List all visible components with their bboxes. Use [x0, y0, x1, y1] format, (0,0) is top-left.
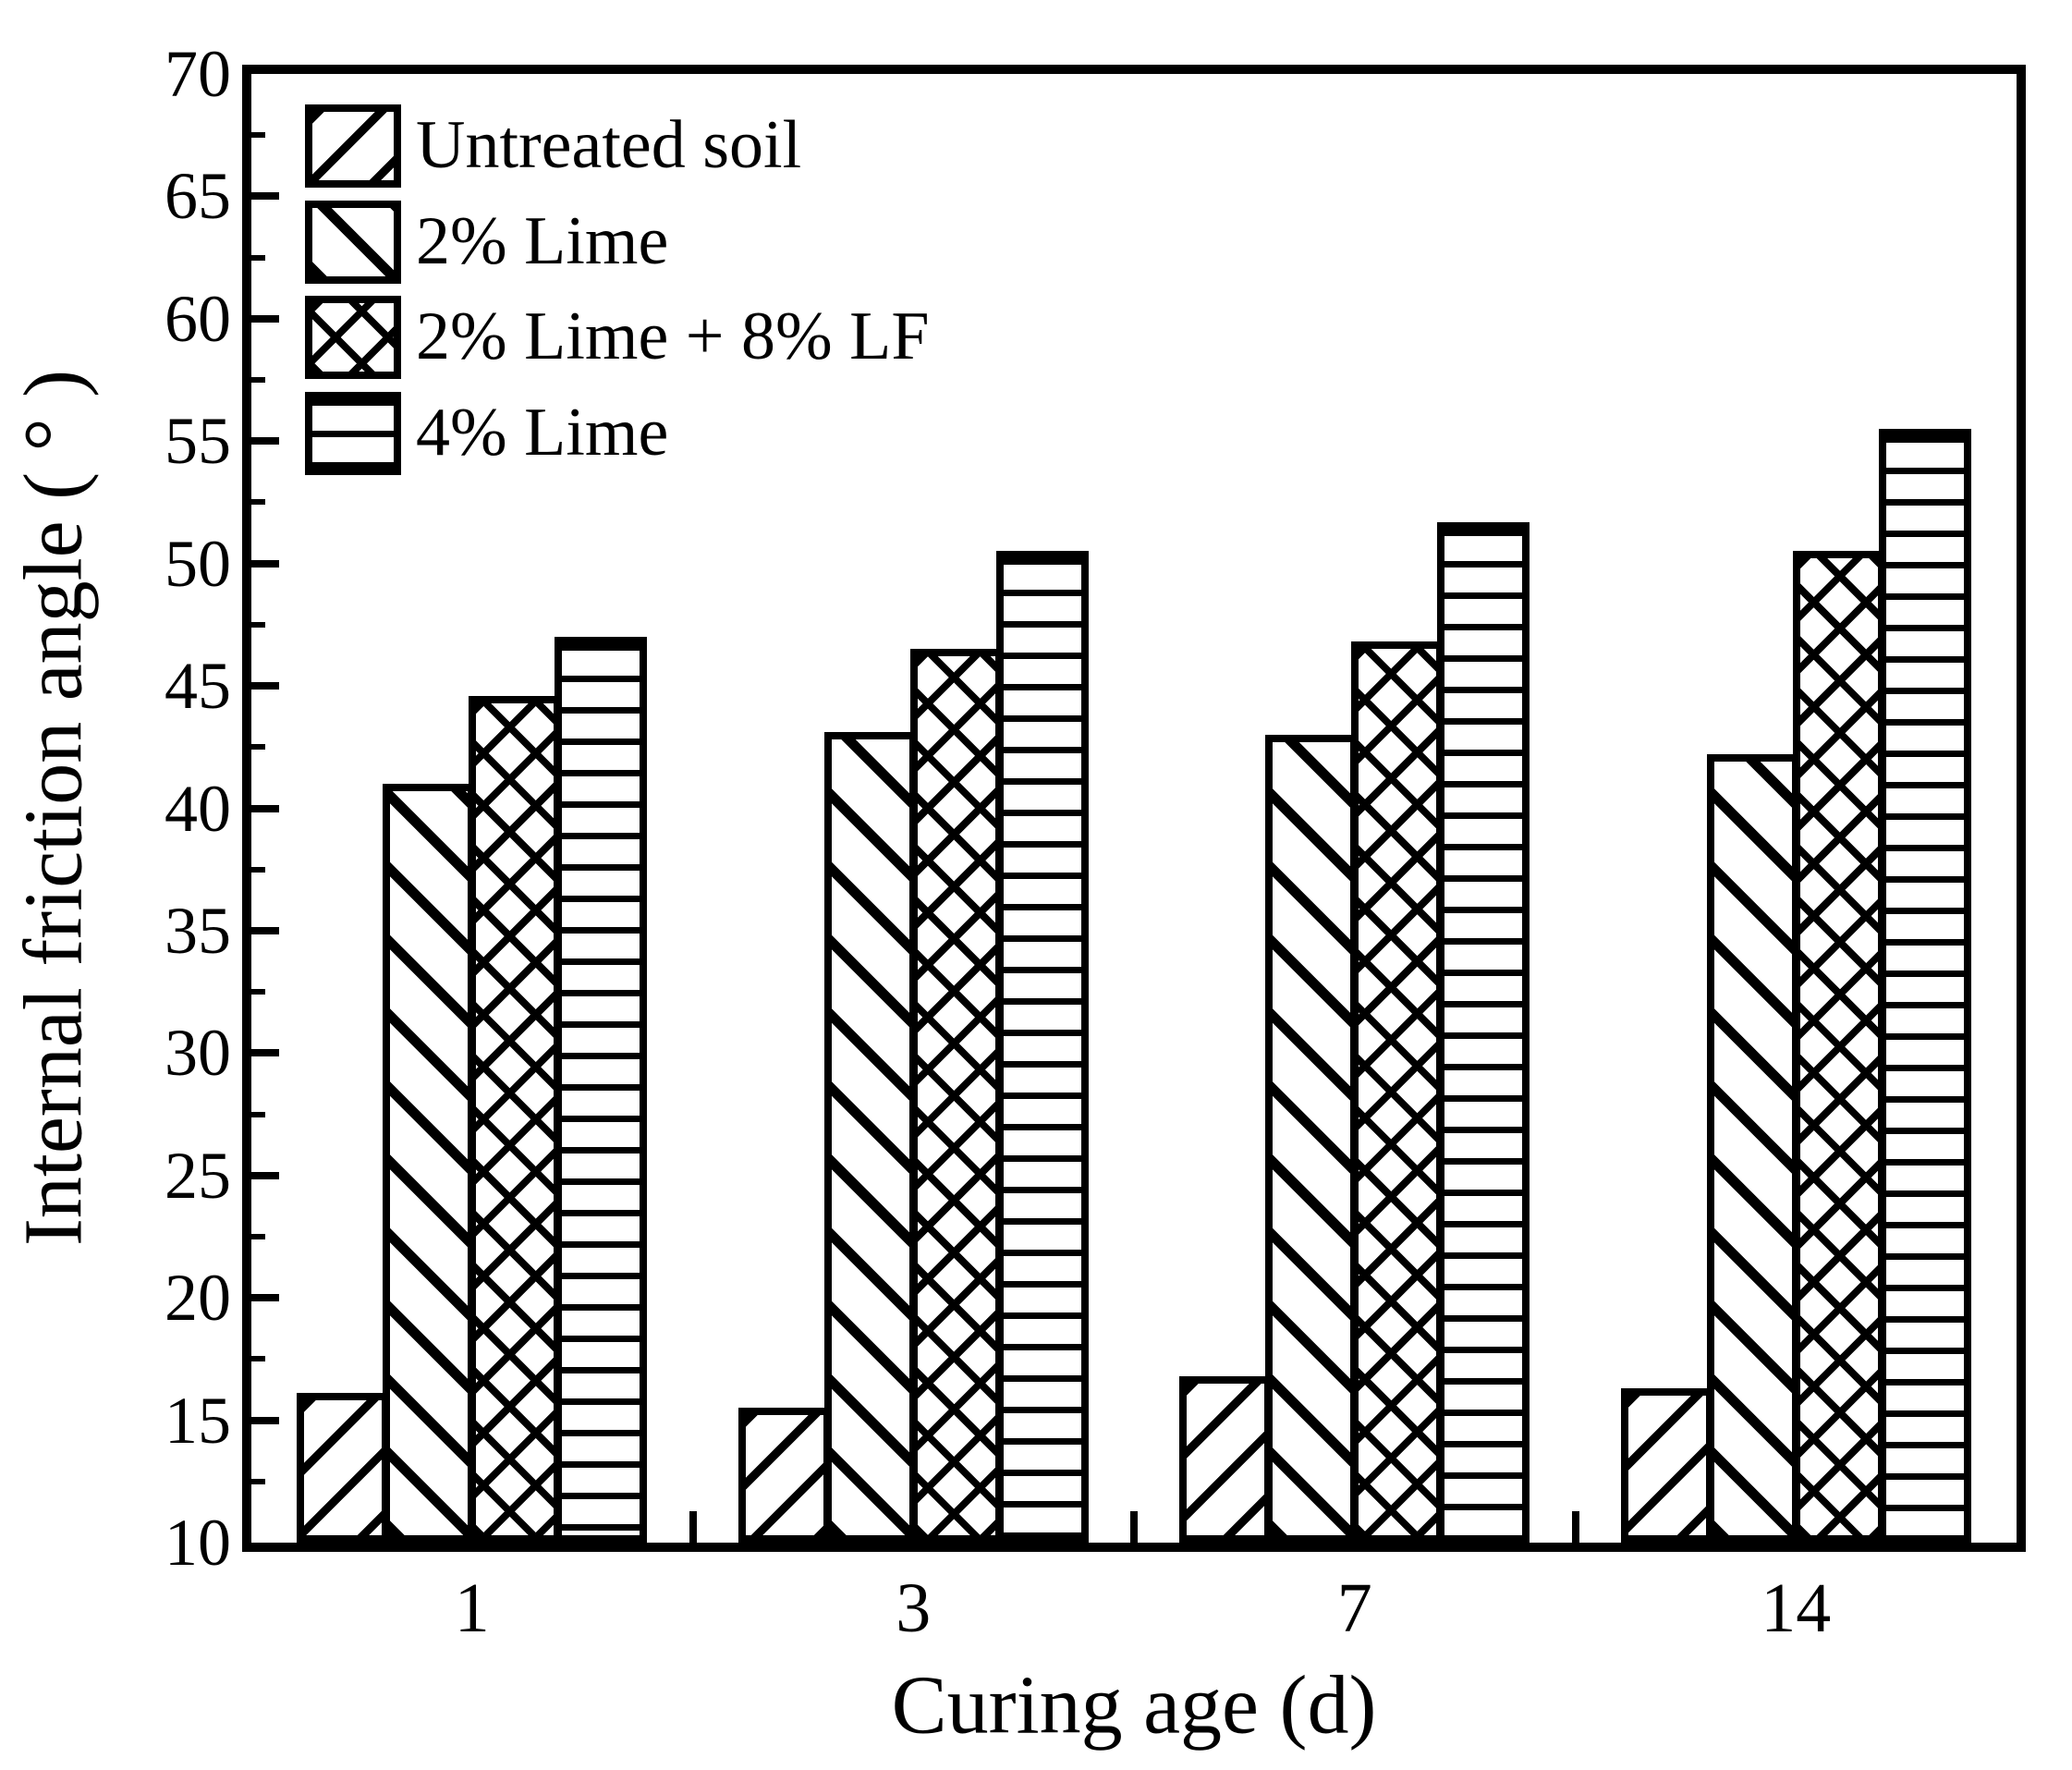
y-minor-tick [251, 1233, 265, 1239]
y-tick-label: 50 [165, 526, 231, 601]
y-tick-label: 35 [165, 893, 231, 968]
y-tick-label: 25 [165, 1138, 231, 1213]
legend-label: 2% Lime [416, 202, 669, 279]
y-major-tick [251, 1294, 279, 1302]
y-major-tick [251, 1049, 279, 1057]
x-tick-label: 3 [896, 1569, 932, 1647]
x-tick-label: 1 [454, 1569, 490, 1647]
legend-swatch-crosshatch [305, 296, 401, 379]
y-major-tick [251, 314, 279, 323]
y-minor-tick [251, 377, 265, 384]
bar [1706, 754, 1799, 1543]
plot-area: Untreated soil 2% Lime 2% Lime + 8% LF 4% L… [242, 65, 2026, 1552]
y-tick-label: 45 [165, 649, 231, 724]
x-boundary-tick [1130, 1511, 1138, 1543]
y-tick-label: 40 [165, 771, 231, 846]
bar [995, 551, 1089, 1543]
bar [469, 696, 562, 1543]
y-tick-label: 20 [165, 1261, 231, 1336]
y-tick-label: 15 [165, 1383, 231, 1458]
y-minor-tick [251, 132, 265, 139]
y-minor-tick [251, 1356, 265, 1362]
bar [1179, 1376, 1273, 1543]
bar [1351, 641, 1444, 1543]
legend-label: Untreated soil [416, 107, 802, 183]
y-minor-tick [251, 621, 265, 628]
x-boundary-tick [689, 1511, 697, 1543]
legend-label: 4% Lime [416, 394, 669, 470]
y-major-tick [251, 804, 279, 812]
x-tick-label: 14 [1761, 1569, 1832, 1647]
bar [737, 1408, 831, 1543]
x-axis-title: Curing age (d) [891, 1659, 1377, 1752]
bar [383, 784, 476, 1543]
x-tick-label: 7 [1336, 1569, 1372, 1647]
y-tick-label: 65 [165, 159, 231, 234]
legend-swatch-diagonal-backward [305, 200, 401, 284]
y-minor-tick [251, 744, 265, 751]
legend-swatch-horizontal [305, 391, 401, 475]
y-minor-tick [251, 866, 265, 873]
y-tick-label: 55 [165, 404, 231, 479]
y-minor-tick [251, 1478, 265, 1484]
bar [1620, 1388, 1713, 1543]
legend-swatch-diagonal-forward [305, 104, 401, 188]
y-tick-label: 10 [165, 1506, 231, 1580]
x-boundary-tick [1571, 1511, 1579, 1543]
y-minor-tick [251, 499, 265, 506]
bar [1265, 735, 1359, 1543]
bar [909, 649, 1003, 1543]
y-minor-tick [251, 254, 265, 261]
legend-label: 2% Lime + 8% LF [416, 299, 930, 374]
y-major-tick [251, 192, 279, 201]
bar [555, 637, 648, 1543]
bar [1437, 522, 1530, 1543]
bar [1792, 551, 1885, 1543]
y-major-tick [251, 1416, 279, 1424]
y-major-tick [251, 682, 279, 690]
bar [823, 732, 917, 1543]
y-major-tick [251, 559, 279, 568]
y-major-tick [251, 1171, 279, 1179]
y-major-tick [251, 926, 279, 934]
y-tick-label: 70 [165, 37, 231, 111]
y-tick-label: 60 [165, 281, 231, 356]
y-minor-tick [251, 1111, 265, 1117]
y-major-tick [251, 437, 279, 446]
bar [1878, 429, 1971, 1543]
y-tick-label: 30 [165, 1016, 231, 1091]
y-minor-tick [251, 989, 265, 995]
bar [297, 1393, 390, 1543]
